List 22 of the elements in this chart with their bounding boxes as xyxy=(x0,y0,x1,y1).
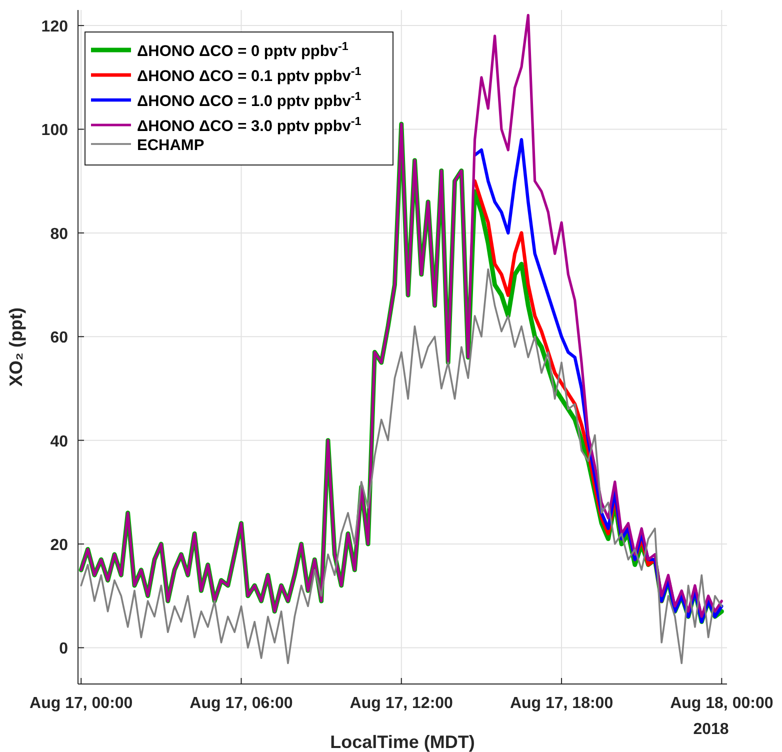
y-tick-label: 20 xyxy=(50,537,68,554)
legend-label: ΔHONO ΔCO = 0 pptv ppbv$^{-1}$ xyxy=(137,40,349,60)
y-tick-label: 60 xyxy=(50,330,68,347)
x-tick-label: Aug 17, 06:00 xyxy=(190,695,293,712)
x-axis-title: LocalTime (MDT) xyxy=(330,732,475,752)
y-axis-title: XO₂ (ppt) xyxy=(6,308,26,386)
x-tick-label: Aug 18, 00:00 xyxy=(670,695,774,712)
x-tick-label: Aug 17, 00:00 xyxy=(30,695,133,712)
y-tick-label: 100 xyxy=(41,122,68,140)
legend-label: ΔHONO ΔCO = 0.1 pptv ppbv$^{-1}$ xyxy=(137,64,362,85)
line-series xyxy=(80,14,723,618)
legend-label: ECHAMP xyxy=(137,137,204,154)
y-tick-label: 40 xyxy=(50,433,68,450)
y-tick-label: 120 xyxy=(41,18,68,36)
line-series xyxy=(80,268,723,664)
legend-label: ΔHONO ΔCO = 3.0 pptv ppbv$^{-1}$ xyxy=(137,114,362,135)
text: 2018 xyxy=(693,721,729,738)
x-tick-label: Aug 17, 18:00 xyxy=(510,695,614,712)
y-tick-label: 0 xyxy=(59,640,68,658)
x-tick-label: Aug 17, 12:00 xyxy=(350,695,454,712)
y-tick-label: 80 xyxy=(50,226,68,243)
legend-label: ΔHONO ΔCO = 1.0 pptv ppbv$^{-1}$ xyxy=(137,90,362,110)
